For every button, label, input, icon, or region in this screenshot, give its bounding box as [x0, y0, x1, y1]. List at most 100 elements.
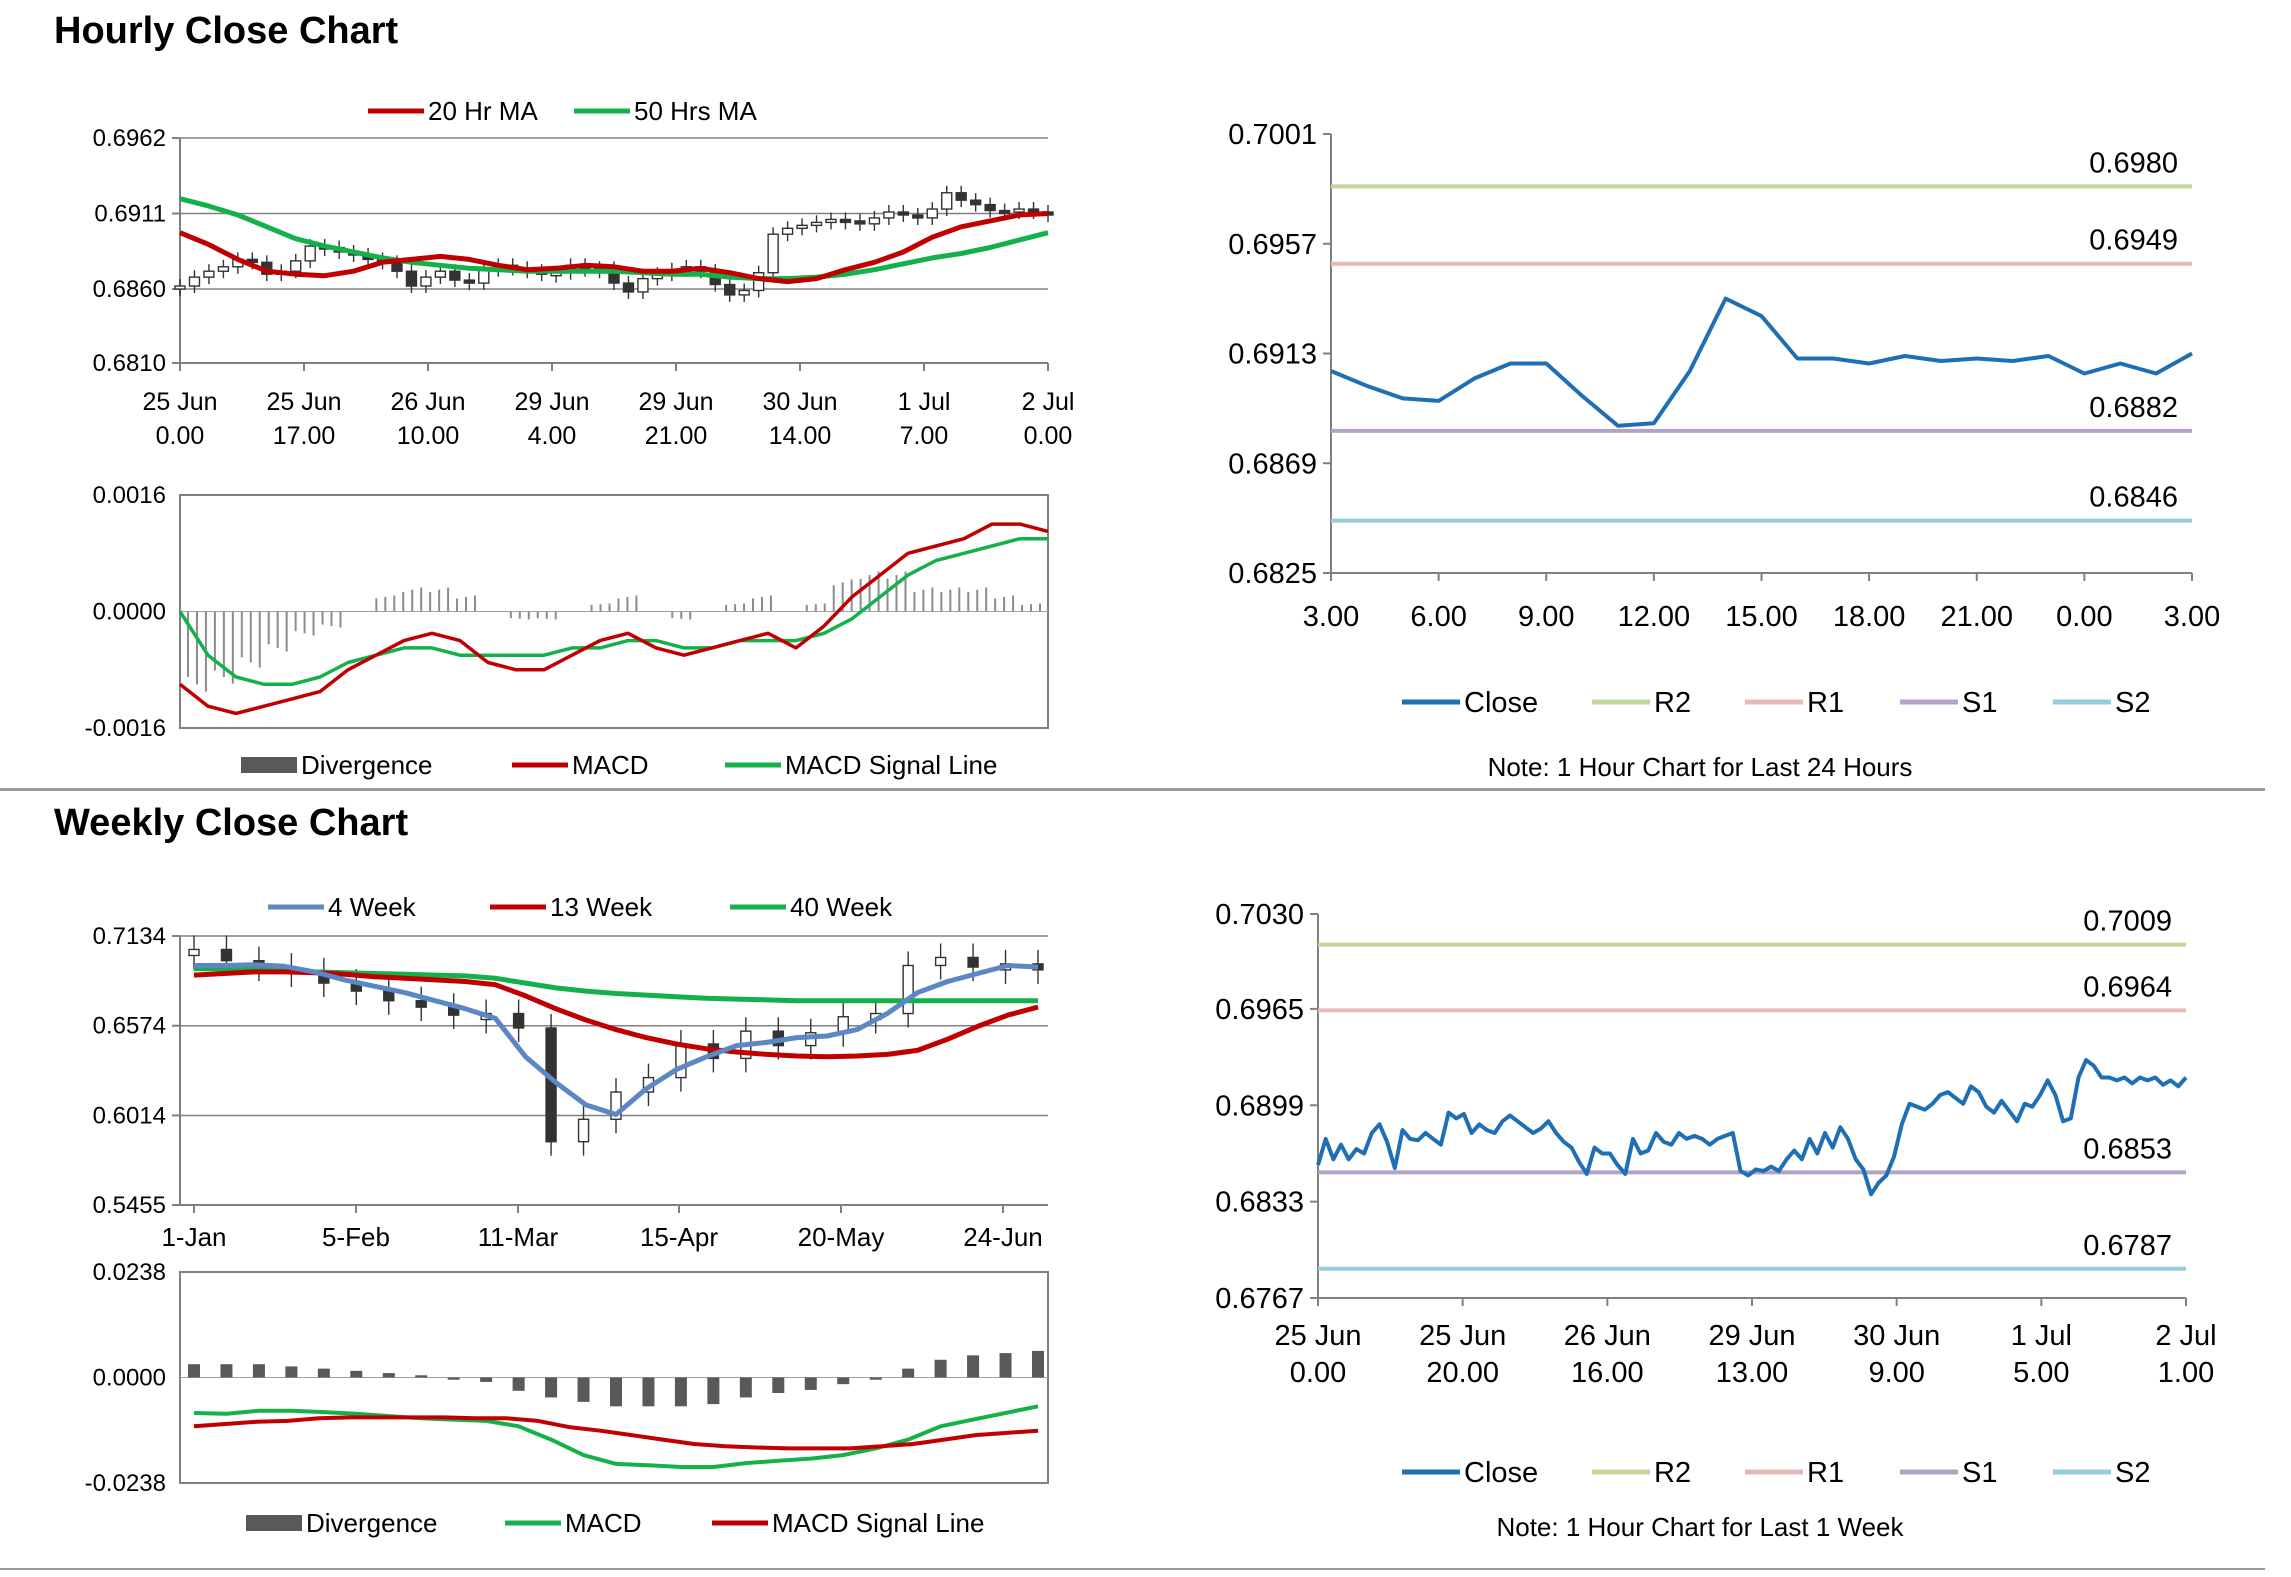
weekly-macd-signal-line [193, 1415, 1039, 1451]
weekly-4week-line [194, 962, 1039, 1117]
hourly-pivots-legend-s2-label: S2 [2115, 687, 2150, 719]
hourly-price-candle-body [897, 211, 910, 216]
weekly-macd-divergence-bar [837, 1377, 850, 1385]
weekly-legend-40week-label: 40 Week [790, 892, 893, 922]
hourly-50hrs-ma-line [179, 196, 1049, 282]
hourly-price-xtick-date-2: 26 Jun [390, 388, 465, 416]
hourly-pivots-legend-r2-label: R2 [1654, 687, 1691, 719]
hourly-section-title: Hourly Close Chart [54, 10, 399, 52]
hourly-legend-macd-signal-label: MACD Signal Line [785, 750, 997, 780]
weekly-macd-divergence-bar [902, 1368, 915, 1378]
hourly-pivots-xtick-6: 21.00 [1940, 601, 2013, 633]
weekly-price-xtick-0: 1-Jan [161, 1222, 226, 1252]
hourly-pivots-xtick-3: 12.00 [1618, 601, 1691, 633]
weekly-legend-13week-label: 13 Week [550, 892, 653, 922]
weekly-legend-divergence-swatch [246, 1515, 302, 1531]
hourly-pivots-ytick-4: 0.6825 [1228, 558, 1317, 590]
hourly-price-xtick-date-7: 2 Jul [1022, 388, 1075, 416]
weekly-macd-divergence-bar [739, 1377, 752, 1398]
weekly-note: Note: 1 Hour Chart for Last 1 Week [1496, 1512, 1904, 1542]
hourly-price-ytick-1: 0.6911 [94, 200, 166, 227]
hourly-price-candle-body [449, 270, 461, 281]
weekly-price-xtick-1: 5-Feb [322, 1222, 390, 1252]
weekly-price-candle-body [415, 1000, 427, 1008]
weekly-price-candle-body [512, 1012, 525, 1029]
hourly-pivots-ytick-2: 0.6913 [1228, 339, 1317, 371]
hourly-pivots-legend-close-label: Close [1464, 687, 1538, 719]
hourly-price-candle-body [290, 260, 302, 272]
weekly-price-candle-body [934, 956, 947, 967]
weekly-macd-divergence-bar [350, 1370, 363, 1378]
hourly-pivots-ytick-3: 0.6869 [1228, 448, 1317, 480]
weekly-macd-ytick-0: 0.0238 [93, 1259, 166, 1286]
weekly-price-xtick-4: 20-May [798, 1222, 885, 1252]
weekly-section-title: Weekly Close Chart [54, 802, 409, 844]
weekly-macd-divergence-bar [642, 1377, 655, 1407]
weekly-pivots-xtick-date-4: 30 Jun [1853, 1320, 1940, 1352]
weekly-pivots-xtick-date-3: 29 Jun [1708, 1320, 1795, 1352]
hourly-price-candle-body [955, 192, 967, 201]
hourly-price-candle-body [839, 218, 852, 224]
weekly-macd-divergence-bar [610, 1377, 622, 1407]
hourly-20hr-ma-line [179, 211, 1049, 285]
weekly-macd-divergence-bar [772, 1377, 785, 1394]
hourly-price-candle-body [1013, 208, 1025, 213]
weekly-price-ytick-3: 0.5455 [93, 1192, 166, 1219]
weekly-legend-4week-label: 4 Week [328, 892, 417, 922]
hourly-price-xtick-time-2: 10.00 [397, 422, 460, 450]
weekly-price-candle-body [577, 1118, 590, 1143]
weekly-macd-ytick-1: 0.0000 [93, 1365, 166, 1392]
hourly-price-candle-body [217, 266, 230, 272]
hourly-price-candle-body [434, 270, 447, 278]
weekly-macd-divergence-bar [317, 1368, 330, 1378]
hourly-price-candle-body [478, 269, 490, 284]
hourly-pivots-legend-r1-label: R1 [1807, 687, 1844, 719]
weekly-price-xtick-5: 24-Jun [963, 1222, 1043, 1252]
hourly-pivots-level-s2-label: 0.6846 [2089, 482, 2178, 514]
hourly-price-candle-body [724, 283, 736, 296]
hourly-macd-ytick-2: -0.0016 [85, 715, 166, 742]
weekly-macd-divergence-bar [480, 1377, 493, 1382]
hourly-price-candle-body [912, 214, 924, 219]
weekly-macd-divergence-bar [674, 1377, 687, 1407]
hourly-price-candle-body [854, 220, 866, 225]
weekly-price-candle-body [383, 990, 395, 1002]
weekly-price-candle-body [967, 956, 979, 968]
hourly-pivots-legend-s1-label: S1 [1962, 687, 1997, 719]
weekly-pivots-legend-r1-label: R1 [1807, 1457, 1844, 1489]
weekly-macd-divergence-bar [382, 1373, 395, 1378]
weekly-legend-macd-label: MACD [565, 1508, 642, 1538]
hourly-pivots-level-r2-label: 0.6980 [2089, 147, 2178, 179]
weekly-price-candle-body [610, 1091, 622, 1120]
hourly-pivots-level-r1-label: 0.6949 [2089, 225, 2178, 257]
weekly-pivots-ytick-2: 0.6899 [1215, 1090, 1304, 1122]
weekly-pivots-ytick-1: 0.6965 [1215, 994, 1304, 1026]
hourly-price-xtick-date-4: 29 Jun [638, 388, 713, 416]
hourly-price-xtick-time-5: 14.00 [769, 422, 832, 450]
hourly-pivots-xtick-0: 3.00 [1303, 601, 1359, 633]
hourly-price-candle-body [926, 208, 938, 219]
hourly-price-xtick-date-6: 1 Jul [898, 388, 951, 416]
weekly-pivots-xtick-time-5: 5.00 [2013, 1357, 2069, 1389]
hourly-macd-line [178, 522, 1049, 716]
hourly-price-candle-body [969, 199, 982, 206]
weekly-pivots-legend-r2-label: R2 [1654, 1457, 1691, 1489]
hourly-note: Note: 1 Hour Chart for Last 24 Hours [1487, 752, 1913, 782]
hourly-legend-macd-label: MACD [572, 750, 649, 780]
weekly-macd-divergence-bar [804, 1377, 817, 1390]
weekly-price-ytick-0: 0.7134 [93, 923, 166, 950]
hourly-price-ytick-2: 0.6860 [93, 276, 166, 303]
weekly-price-xtick-3: 15-Apr [640, 1222, 718, 1252]
weekly-pivots-xtick-time-0: 0.00 [1290, 1357, 1346, 1389]
hourly-pivots-xtick-5: 18.00 [1833, 601, 1906, 633]
weekly-macd-divergence-bar [869, 1377, 882, 1380]
weekly-price-candle-body [902, 964, 914, 1015]
weekly-pivots-legend-s1-label: S1 [1962, 1457, 1997, 1489]
weekly-pivots-xtick-time-6: 1.00 [2158, 1357, 2214, 1389]
hourly-pivots-xtick-7: 0.00 [2056, 601, 2112, 633]
hourly-price-candle-body [738, 289, 750, 296]
hourly-price-candle-body [203, 270, 215, 278]
weekly-macd-divergence-bar [999, 1353, 1012, 1378]
hourly-price-candle-body [622, 282, 635, 293]
weekly-macd-ytick-2: -0.0238 [85, 1470, 166, 1497]
